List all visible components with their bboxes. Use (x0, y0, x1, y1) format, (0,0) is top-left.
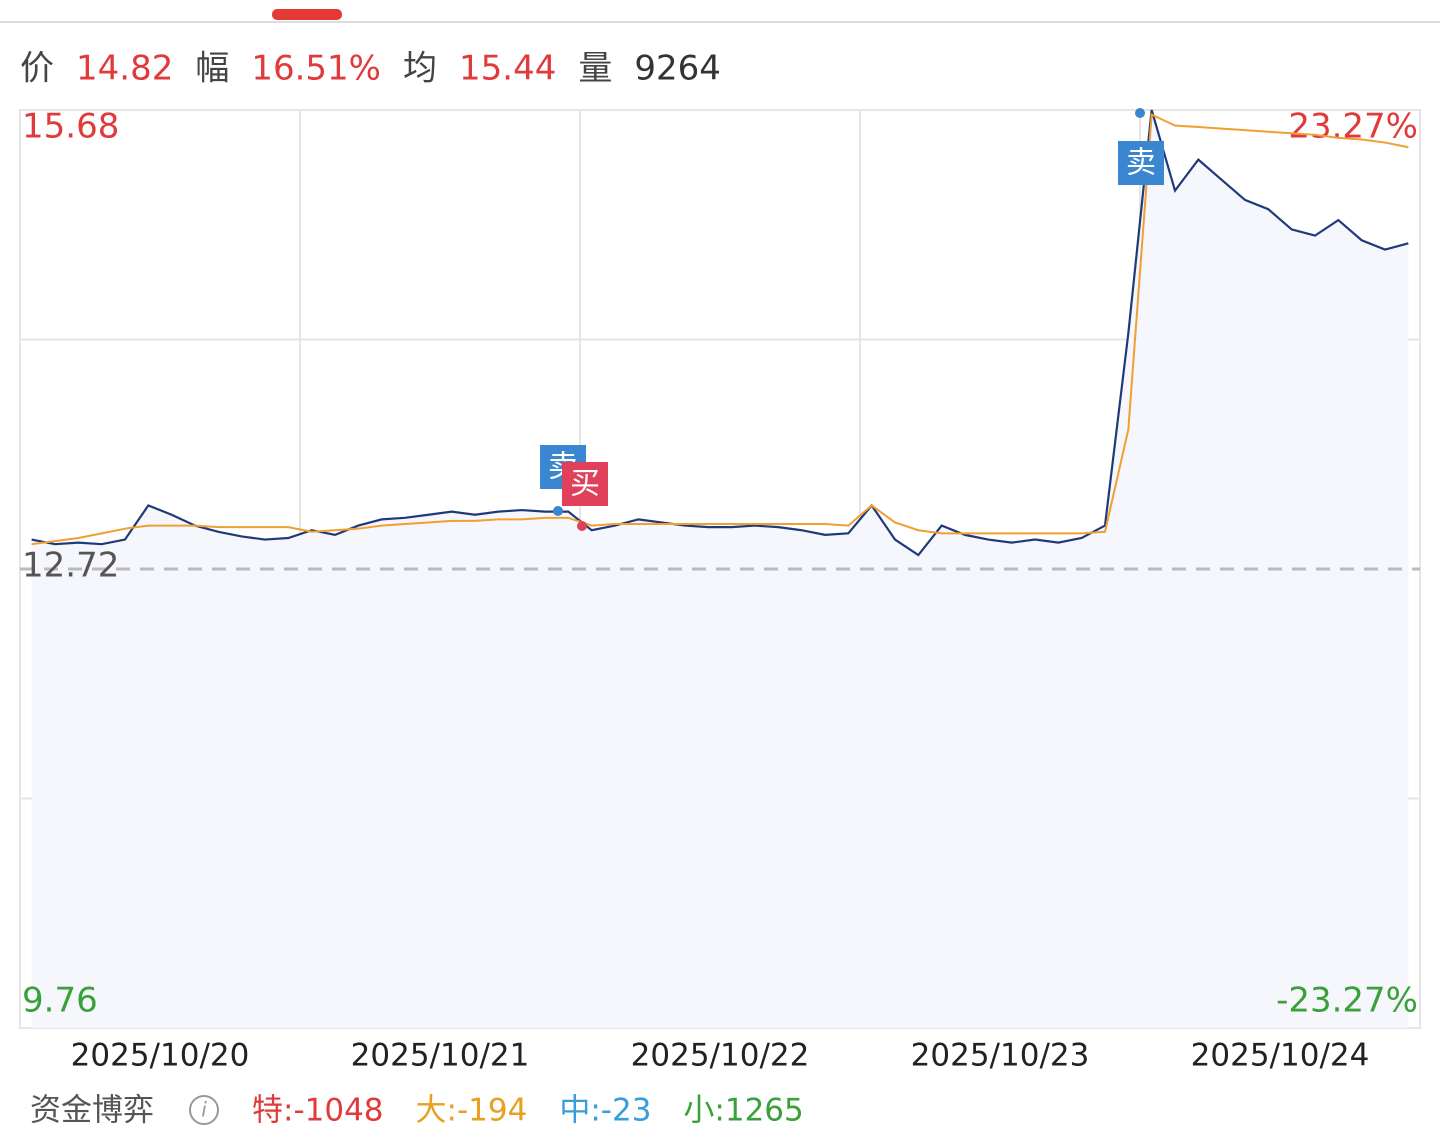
x-tick-label: 2025/10/20 (71, 1038, 250, 1074)
trade-label: 卖 (1126, 146, 1156, 181)
trade-dot (553, 506, 563, 516)
header-label: 均 (403, 49, 437, 89)
x-tick-label: 2025/10/21 (351, 1038, 530, 1074)
y2-tick-label: 23.27% (1288, 107, 1418, 147)
info-icon (189, 1095, 219, 1125)
trade-badge (1118, 141, 1164, 185)
trade-dot (1135, 108, 1145, 118)
fund-flow: 大:-194 (416, 1093, 528, 1129)
tab-indicator (272, 9, 342, 20)
header-label: 量 (578, 49, 612, 89)
trade-dot (577, 521, 587, 531)
fund-flow: 特:-1048 (252, 1093, 384, 1129)
header-value: 14.82 (76, 49, 173, 89)
header-value: 16.51% (251, 49, 381, 89)
series-line (31, 109, 1409, 557)
x-tick-label: 2025/10/23 (911, 1038, 1090, 1074)
y-tick-label: 15.68 (22, 107, 119, 147)
header-label: 价 (20, 49, 54, 89)
info-icon-label: i (201, 1098, 207, 1122)
series-line (31, 113, 1409, 546)
y-tick-label: 12.72 (22, 546, 119, 586)
x-tick-label: 2025/10/22 (631, 1038, 810, 1074)
trade-badge (562, 462, 608, 506)
header-value: 9264 (634, 49, 721, 89)
header-label: 幅 (195, 49, 229, 89)
y2-tick-label: -23.27% (1276, 981, 1418, 1021)
x-tick-label: 2025/10/24 (1191, 1038, 1370, 1074)
y-tick-label: 9.76 (22, 981, 98, 1021)
footer-title: 资金博弈 (30, 1093, 154, 1129)
fund-flow: 小:1265 (683, 1093, 803, 1129)
fund-flow: 中:-23 (559, 1093, 651, 1129)
header-value: 15.44 (459, 49, 556, 89)
trade-label: 买 (570, 467, 600, 502)
